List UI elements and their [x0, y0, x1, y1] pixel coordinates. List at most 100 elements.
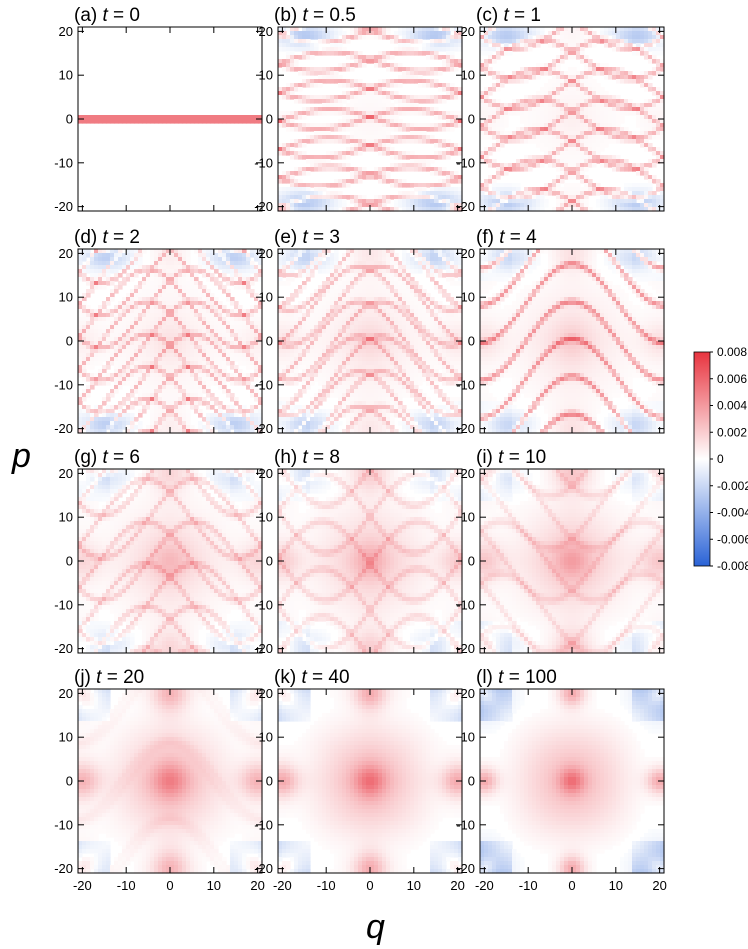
heatmap-cell — [438, 87, 443, 92]
heatmap-cell — [450, 151, 455, 156]
heatmap-cell — [454, 35, 459, 40]
heatmap-cell — [418, 27, 423, 32]
heatmap-cell — [114, 353, 119, 358]
heatmap-cell — [238, 369, 243, 374]
heatmap-cell — [170, 337, 175, 342]
heatmap-cell — [82, 249, 87, 254]
heatmap-cell — [422, 107, 427, 112]
heatmap-cell — [604, 31, 609, 36]
heatmap-cell — [362, 195, 367, 200]
heatmap-cell — [636, 183, 641, 188]
heatmap-cell — [162, 377, 167, 382]
heatmap-cell — [190, 337, 195, 342]
heatmap-cell — [146, 115, 151, 120]
heatmap-cell — [154, 119, 159, 124]
heatmap-cell — [520, 167, 525, 172]
heatmap-cell — [592, 87, 597, 92]
heatmap-cell — [616, 139, 621, 144]
heatmap-cell — [306, 191, 311, 196]
y-tick-label: 0 — [66, 112, 73, 127]
heatmap-cell — [78, 365, 83, 370]
heatmap-cell — [532, 119, 537, 124]
heatmap-cell — [512, 107, 517, 112]
heatmap-cell — [182, 353, 187, 358]
heatmap-cell — [488, 203, 493, 208]
heatmap-cell — [170, 297, 175, 302]
heatmap-cell — [438, 31, 443, 36]
heatmap-cell — [174, 119, 179, 124]
heatmap-cell — [90, 361, 95, 366]
heatmap-cell — [616, 27, 621, 32]
heatmap-cell — [564, 103, 569, 108]
heatmap-cell — [218, 369, 223, 374]
heatmap-cell — [588, 151, 593, 156]
heatmap-cell — [170, 119, 175, 124]
heatmap-cell — [322, 207, 327, 212]
heatmap-cell — [454, 111, 459, 116]
heatmap-cell — [628, 75, 633, 80]
heatmap-cell — [596, 139, 601, 144]
heatmap-cell — [492, 47, 497, 52]
y-tick-label: 10 — [461, 68, 475, 83]
heatmap-cell — [500, 127, 505, 132]
heatmap-cell — [178, 257, 183, 262]
heatmap-cell — [102, 425, 107, 430]
heatmap-cell — [290, 47, 295, 52]
heatmap-cell — [278, 203, 283, 208]
heatmap-cell — [652, 135, 657, 140]
heatmap-cell — [492, 159, 497, 164]
heatmap-cell — [118, 341, 123, 346]
heatmap-cell — [656, 203, 661, 208]
heatmap-cell — [198, 261, 203, 266]
heatmap-cell — [390, 39, 395, 44]
heatmap-cell — [334, 107, 339, 112]
heatmap-cell — [122, 321, 127, 326]
heatmap-cell — [114, 429, 119, 434]
heatmap-cell — [600, 155, 605, 160]
heatmap-cell — [378, 95, 383, 100]
heatmap-cell — [564, 91, 569, 96]
heatmap-cell — [134, 115, 139, 120]
heatmap-cell — [198, 257, 203, 262]
heatmap-cell — [398, 43, 403, 48]
heatmap-cell — [146, 333, 151, 338]
heatmap-cell — [426, 207, 431, 212]
heatmap-cell — [488, 175, 493, 180]
heatmap-cell — [508, 183, 513, 188]
heatmap-cell — [410, 249, 415, 254]
heatmap-cell — [492, 27, 497, 32]
heatmap-cell — [572, 43, 577, 48]
heatmap-cell — [572, 147, 577, 152]
heatmap-cell — [162, 329, 167, 334]
heatmap-cell — [98, 309, 103, 314]
heatmap-cell — [210, 429, 215, 434]
heatmap-cell — [254, 309, 259, 314]
heatmap-cell — [198, 357, 203, 362]
heatmap-cell — [210, 321, 215, 326]
heatmap-cell — [608, 207, 613, 212]
heatmap-cell — [178, 389, 183, 394]
heatmap-cell — [162, 281, 167, 286]
heatmap-cell — [512, 71, 517, 76]
heatmap-cell — [174, 297, 179, 302]
heatmap-cell — [528, 115, 533, 120]
heatmap-cell — [170, 417, 175, 422]
heatmap-cell — [450, 35, 455, 40]
heatmap-cell — [644, 71, 649, 76]
heatmap-cell — [588, 143, 593, 148]
heatmap-cell — [644, 119, 649, 124]
heatmap-cell — [250, 249, 255, 254]
heatmap-cell — [250, 309, 255, 314]
heatmap-cell — [170, 249, 175, 254]
heatmap-cell — [94, 115, 99, 120]
heatmap-cell — [500, 139, 505, 144]
heatmap-cell — [102, 261, 107, 266]
heatmap-cell — [190, 405, 195, 410]
heatmap-cell — [596, 159, 601, 164]
heatmap-cell — [596, 103, 601, 108]
heatmap-cell — [398, 151, 403, 156]
heatmap-cell — [150, 249, 155, 254]
heatmap-cell — [290, 59, 295, 64]
heatmap-cell — [78, 325, 83, 330]
heatmap-cell — [556, 179, 561, 184]
